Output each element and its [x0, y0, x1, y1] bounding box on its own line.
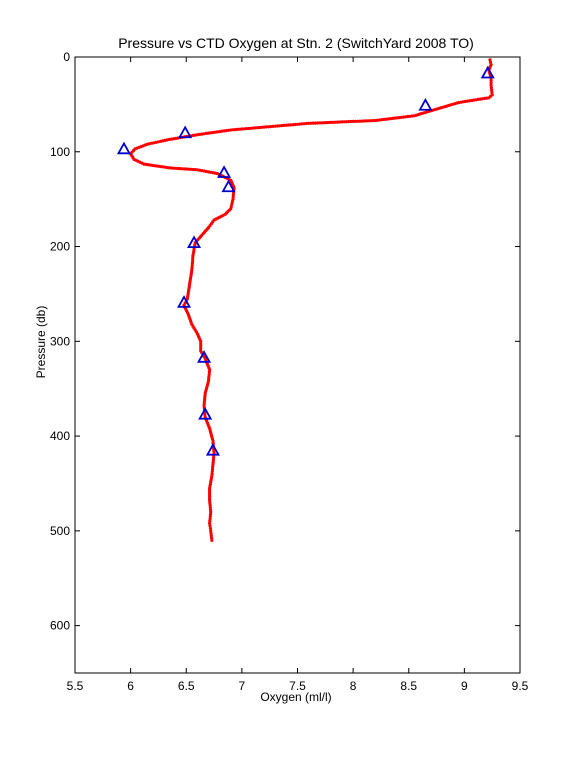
profile-point: [231, 195, 235, 199]
profile-point: [207, 377, 211, 381]
profile-point: [190, 263, 194, 268]
profile-point: [208, 505, 212, 509]
y-tick-label: 200: [50, 240, 70, 254]
bottle-triangle-marker: [197, 350, 212, 363]
profile-point: [199, 344, 203, 348]
bottle-triangle-marker: [198, 406, 213, 420]
bottle-triangle-marker: [187, 235, 202, 249]
profile-point: [489, 78, 493, 82]
profile-point: [208, 498, 212, 503]
y-tick-label: 400: [50, 429, 70, 443]
y-axis-label: Pressure (db): [34, 306, 48, 379]
profile-point: [338, 120, 342, 124]
profile-point: [364, 119, 369, 123]
x-tick-label: 9: [461, 679, 468, 693]
profile-point: [208, 524, 212, 528]
x-tick-label: 5.5: [67, 679, 84, 693]
profile-point: [489, 81, 493, 85]
profile-point: [264, 125, 268, 129]
profile-point: [210, 536, 214, 540]
bottle-triangle-marker: [116, 141, 131, 155]
profile-point: [230, 202, 234, 206]
profile-point: [208, 521, 212, 525]
y-tick-label: 100: [50, 145, 70, 159]
bottle-triangle-marker: [205, 442, 220, 456]
x-tick-label: 7.5: [289, 679, 306, 693]
profile-point: [488, 58, 492, 62]
profile-point: [190, 261, 194, 265]
profile-point: [191, 254, 195, 258]
profile-point: [230, 199, 234, 204]
x-tick-label: 8: [350, 679, 357, 693]
profile-point: [291, 123, 295, 127]
chart-title: Pressure vs CTD Oxygen at Stn. 2 (Switch…: [118, 35, 474, 51]
profile-point: [231, 193, 235, 197]
profile-point: [208, 368, 212, 372]
profile-point: [356, 119, 360, 123]
profile-point: [208, 526, 212, 530]
bottle-triangle-marker: [178, 125, 193, 139]
profile-point: [190, 266, 194, 270]
x-tick-label: 7: [239, 679, 246, 693]
profile-point: [318, 121, 322, 125]
profile-point: [313, 121, 317, 125]
profile-point: [208, 519, 212, 523]
x-tick-label: 9.5: [512, 679, 529, 693]
profile-point: [209, 529, 213, 533]
profile-point: [347, 120, 351, 124]
bottle-triangle-marker: [480, 65, 495, 79]
profile-point: [211, 465, 215, 469]
profile-point: [488, 60, 493, 64]
profile-point: [208, 508, 213, 512]
profile-point: [212, 456, 216, 460]
y-tick-label: 500: [50, 524, 70, 538]
x-tick-label: 6.5: [178, 679, 195, 693]
profile-point: [199, 342, 203, 346]
profile-point: [238, 127, 242, 131]
profile-point: [284, 123, 288, 127]
profile-point: [210, 469, 214, 473]
profile-point: [329, 120, 333, 124]
bottle-triangle-marker: [176, 295, 192, 308]
x-axis-label: Oxygen (ml/l): [260, 690, 331, 704]
profile-point: [191, 256, 195, 260]
profile-point: [199, 346, 203, 350]
profile-point: [309, 121, 313, 125]
profile-point: [489, 83, 493, 87]
bottle-triangle-marker: [217, 165, 232, 178]
profile-point: [199, 339, 203, 343]
profile-point: [207, 370, 211, 374]
y-tick-label: 300: [50, 334, 70, 348]
profile-point: [247, 126, 251, 131]
x-tick-label: 6: [127, 679, 134, 693]
profile-point: [489, 86, 493, 90]
x-tick-label: 8.5: [400, 679, 417, 693]
y-tick-label: 600: [50, 619, 70, 633]
profile-point: [209, 534, 213, 538]
profile-point: [208, 514, 212, 519]
profile-point: [211, 460, 215, 464]
profile-point: [273, 124, 277, 128]
plot-area: 5.5 6 6.5 7 7.5 8 8.5 9 9.5 0 100 200 300 400 500 600: [50, 50, 529, 693]
profile-point: [490, 90, 494, 95]
y-tick-label: 0: [63, 50, 70, 64]
profile-point: [302, 122, 306, 126]
bottle-triangle-marker: [418, 97, 433, 111]
profile-point: [373, 118, 377, 123]
bottle-triangle-marker: [221, 179, 236, 193]
profile-point: [210, 538, 214, 542]
profile-point: [209, 510, 213, 514]
profile-point: [258, 125, 262, 130]
profile-point: [209, 531, 213, 535]
profile-point: [191, 259, 195, 263]
